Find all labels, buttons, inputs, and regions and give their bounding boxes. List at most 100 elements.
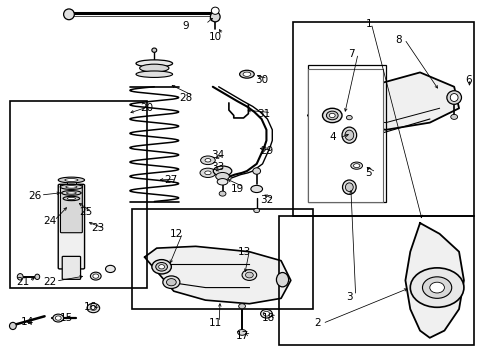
Text: 21: 21 [16, 277, 29, 287]
Ellipse shape [204, 171, 211, 175]
FancyBboxPatch shape [62, 256, 81, 279]
Ellipse shape [263, 311, 269, 316]
Ellipse shape [60, 184, 82, 189]
Ellipse shape [219, 191, 225, 196]
Ellipse shape [136, 60, 172, 67]
Ellipse shape [105, 265, 115, 273]
Text: 20: 20 [140, 103, 153, 113]
Ellipse shape [342, 180, 355, 194]
Ellipse shape [90, 272, 101, 280]
Ellipse shape [253, 208, 259, 213]
Ellipse shape [322, 108, 341, 123]
Ellipse shape [58, 177, 84, 183]
Ellipse shape [87, 303, 100, 313]
Text: 29: 29 [259, 146, 272, 156]
Ellipse shape [449, 94, 457, 102]
Ellipse shape [260, 310, 272, 318]
Text: 3: 3 [346, 292, 352, 302]
Bar [10, 101, 147, 288]
Text: 30: 30 [254, 75, 267, 85]
Text: 5: 5 [365, 168, 371, 178]
Text: 24: 24 [43, 216, 56, 226]
Text: 11: 11 [208, 319, 222, 328]
Ellipse shape [242, 270, 256, 280]
Text: 13: 13 [237, 247, 251, 257]
Ellipse shape [66, 186, 77, 188]
Ellipse shape [63, 9, 74, 20]
Ellipse shape [243, 72, 250, 76]
Ellipse shape [200, 168, 215, 177]
Text: 4: 4 [328, 132, 335, 142]
Ellipse shape [200, 156, 215, 165]
Bar [278, 216, 473, 345]
Text: 12: 12 [169, 229, 183, 239]
Ellipse shape [450, 114, 457, 120]
Ellipse shape [353, 164, 359, 168]
Ellipse shape [63, 196, 80, 201]
Text: 25: 25 [79, 207, 92, 217]
Ellipse shape [345, 183, 352, 192]
Text: 2: 2 [314, 319, 320, 328]
Ellipse shape [276, 273, 288, 287]
Ellipse shape [245, 272, 253, 278]
Text: 15: 15 [60, 313, 73, 323]
Ellipse shape [67, 197, 75, 199]
Ellipse shape [61, 190, 81, 195]
Ellipse shape [210, 12, 220, 22]
Ellipse shape [156, 262, 167, 271]
Text: 33: 33 [211, 162, 224, 172]
Polygon shape [405, 223, 463, 338]
Ellipse shape [329, 113, 334, 118]
Ellipse shape [344, 130, 353, 140]
Text: 27: 27 [164, 175, 178, 185]
Ellipse shape [215, 172, 229, 180]
Ellipse shape [35, 274, 40, 279]
Ellipse shape [341, 127, 356, 143]
Text: 9: 9 [183, 21, 189, 31]
Text: 8: 8 [394, 35, 401, 45]
Text: 10: 10 [208, 32, 222, 41]
Ellipse shape [239, 70, 254, 78]
Ellipse shape [136, 71, 172, 77]
Text: 19: 19 [230, 184, 244, 194]
Ellipse shape [237, 329, 246, 335]
Ellipse shape [65, 179, 78, 181]
Circle shape [422, 277, 451, 298]
Ellipse shape [152, 48, 157, 52]
Ellipse shape [346, 116, 351, 120]
Ellipse shape [152, 260, 171, 274]
Text: 17: 17 [235, 331, 248, 341]
Ellipse shape [166, 279, 176, 286]
Ellipse shape [93, 274, 99, 278]
FancyBboxPatch shape [61, 185, 82, 233]
Bar [307, 65, 385, 202]
Text: 23: 23 [91, 224, 104, 233]
Ellipse shape [53, 314, 63, 322]
Ellipse shape [326, 111, 337, 120]
Text: 26: 26 [28, 191, 41, 201]
Ellipse shape [9, 322, 16, 329]
Bar [132, 209, 312, 309]
Text: 22: 22 [43, 277, 56, 287]
Bar [67, 180, 76, 185]
Text: 6: 6 [465, 75, 471, 85]
Ellipse shape [446, 91, 461, 104]
Ellipse shape [158, 265, 164, 269]
FancyBboxPatch shape [58, 184, 84, 269]
Polygon shape [144, 246, 290, 304]
Ellipse shape [250, 185, 262, 193]
Text: 18: 18 [262, 313, 275, 323]
Ellipse shape [204, 158, 210, 162]
Text: 7: 7 [348, 49, 354, 59]
Text: 14: 14 [21, 317, 34, 327]
Polygon shape [307, 72, 458, 130]
Ellipse shape [238, 304, 245, 309]
Text: 1: 1 [365, 19, 371, 29]
Circle shape [409, 268, 463, 307]
Ellipse shape [213, 166, 231, 176]
Ellipse shape [350, 162, 362, 169]
Text: 32: 32 [259, 195, 272, 205]
Ellipse shape [252, 168, 260, 174]
Ellipse shape [90, 306, 96, 310]
Ellipse shape [217, 179, 227, 185]
